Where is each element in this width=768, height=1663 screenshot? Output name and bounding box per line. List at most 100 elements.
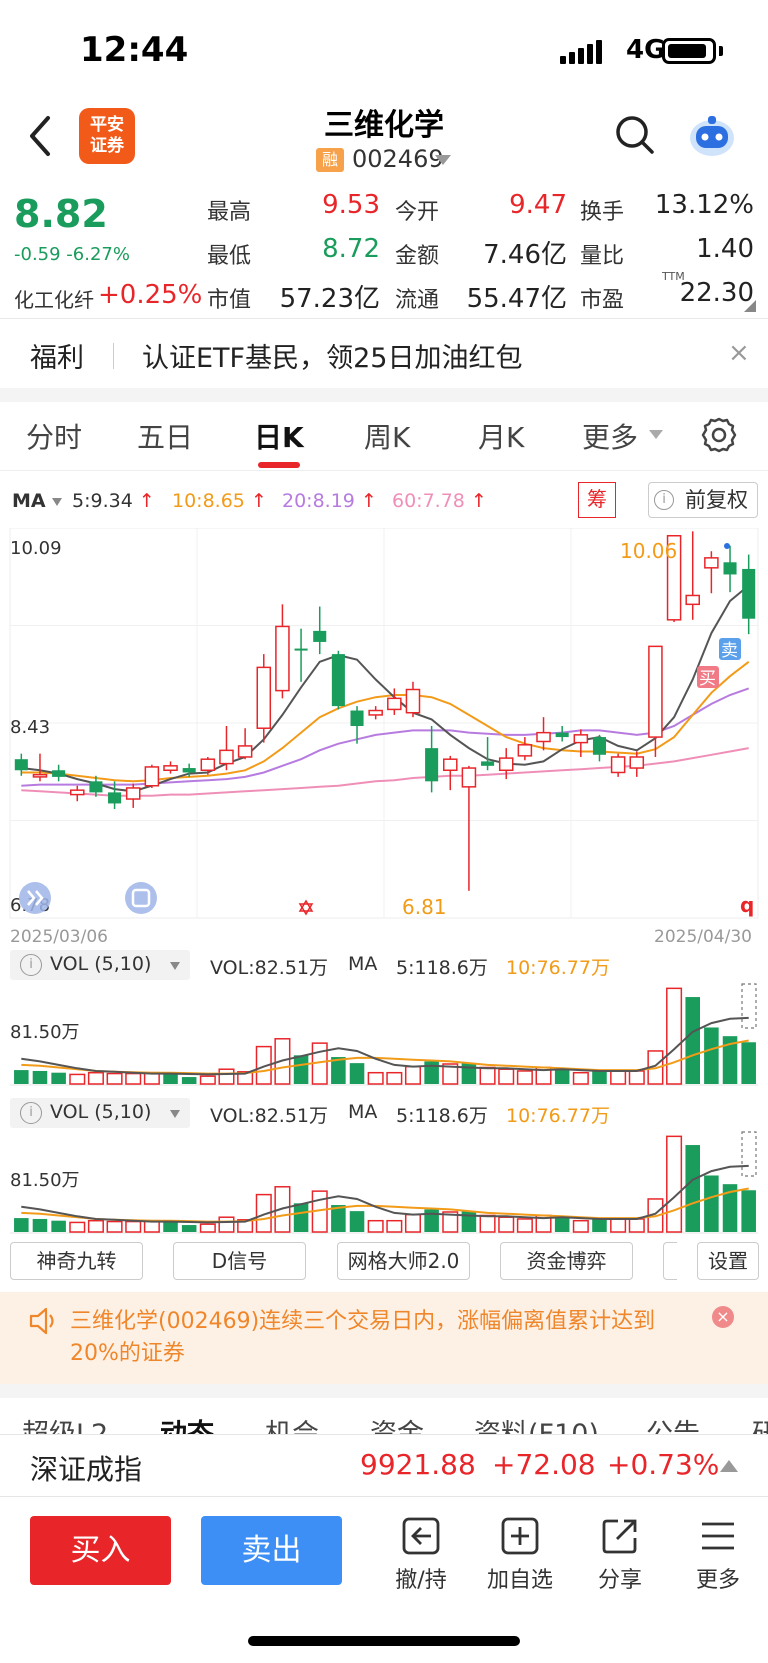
tab-five-day[interactable]: 五日	[137, 421, 194, 454]
kline-chart[interactable]: 10.09 8.43 6.78 10.06 6.81 2025/03/06 20…	[0, 528, 768, 948]
index-name[interactable]: 深证成指	[30, 1453, 143, 1486]
vol-ma5-line	[21, 1164, 749, 1224]
volume-bar	[424, 1209, 439, 1232]
volume-bar	[199, 1075, 216, 1085]
adjust-mode-button[interactable]: 前复权	[648, 482, 758, 518]
cancel-hold-icon[interactable]	[401, 1516, 441, 1556]
back-arrow-icon[interactable]	[20, 108, 64, 164]
sell-button[interactable]: 卖出	[201, 1516, 342, 1585]
search-icon[interactable]	[612, 112, 656, 156]
candle-body	[405, 688, 421, 714]
indicator-magic-nine[interactable]: 神奇九转	[10, 1242, 143, 1280]
chevron-down-icon[interactable]	[649, 430, 663, 439]
quote-label-turnover: 换手	[580, 200, 625, 225]
volume-bar	[610, 1070, 627, 1085]
add-watchlist-label[interactable]: 加自选	[486, 1568, 553, 1593]
svg-text:卖: 卖	[721, 641, 738, 661]
sell-marker[interactable]: 卖	[719, 638, 741, 661]
candle-body	[461, 767, 477, 788]
ma-legend-title[interactable]: MA	[12, 490, 46, 512]
share-label[interactable]: 分享	[597, 1568, 642, 1593]
sector-change[interactable]: +0.25%	[98, 280, 203, 310]
battery-icon	[662, 38, 716, 64]
more-label[interactable]: 更多	[695, 1568, 740, 1593]
volume-bar	[685, 1145, 700, 1232]
gear-icon[interactable]	[700, 416, 738, 454]
indicator-partial[interactable]	[663, 1242, 677, 1280]
tab-intraday[interactable]: 分时	[26, 421, 83, 454]
share-icon[interactable]	[600, 1516, 640, 1556]
volume-bar	[87, 1071, 104, 1085]
ma60-legend: 60:7.78 ↑	[392, 490, 487, 512]
indicator-grid-master[interactable]: 网格大师2.0	[337, 1242, 470, 1280]
candle-body	[517, 744, 533, 757]
promo-text[interactable]: 认证ETF基民，领25日加油红包	[142, 343, 523, 374]
indicator-d-signal[interactable]: D信号	[173, 1242, 306, 1280]
promo-label[interactable]: 福利	[30, 343, 84, 374]
home-indicator	[248, 1636, 520, 1646]
buy-marker[interactable]: 买	[697, 666, 719, 689]
candle-body	[313, 630, 327, 642]
tab-daily-k[interactable]: 日K	[254, 421, 304, 454]
more-menu-icon[interactable]	[698, 1516, 738, 1556]
alert-banner	[0, 1292, 768, 1384]
volume-bar	[163, 1074, 178, 1084]
sector-label[interactable]: 化工化纤	[14, 288, 94, 312]
volume-chart[interactable]: 81.50万	[0, 980, 768, 1086]
quote-value-turnover: 13.12%	[654, 190, 754, 220]
stock-code[interactable]: 002469	[352, 145, 444, 173]
current-price: 8.82	[14, 192, 108, 236]
expand-corner-icon[interactable]	[744, 300, 756, 312]
promo-separator	[113, 343, 114, 369]
volume-bar	[685, 997, 700, 1084]
event-marker-icon[interactable]	[298, 899, 314, 916]
indicator-fund-game[interactable]: 资金博弈	[500, 1242, 633, 1280]
vol-ma5: 5:118.6万	[396, 1105, 488, 1127]
fullscreen-icon[interactable]	[125, 882, 157, 914]
quote-label-market-cap: 市值	[207, 288, 252, 313]
index-price: 9921.88	[360, 1448, 476, 1481]
tab-weekly-k[interactable]: 周K	[364, 421, 411, 454]
vol-projection-box	[741, 983, 757, 1029]
ai-robot-icon[interactable]	[686, 112, 738, 160]
candle-body	[481, 761, 495, 766]
chip-distribution-button[interactable]: 筹	[578, 482, 616, 518]
chevron-down-icon[interactable]	[52, 498, 62, 506]
chevron-up-icon[interactable]	[720, 1460, 738, 1472]
volume-bar	[125, 1072, 142, 1085]
q-marker: q	[740, 893, 754, 917]
volume-bar	[741, 1042, 756, 1084]
tab-monthly-k[interactable]: 月K	[478, 421, 525, 454]
close-icon[interactable]: ×	[712, 1306, 734, 1328]
close-icon[interactable]: ×	[728, 338, 750, 368]
expand-left-icon[interactable]	[19, 882, 51, 914]
vol-legend[interactable]: VOL (5,10)	[50, 1101, 152, 1123]
chevron-down-icon[interactable]	[170, 1110, 180, 1118]
candle-body	[331, 654, 345, 707]
volume-bar	[218, 1216, 235, 1233]
cancel-hold-label[interactable]: 撤/持	[395, 1568, 447, 1593]
start-date: 2025/03/06	[10, 927, 108, 947]
alert-text[interactable]: 三维化学(002469)连续三个交易日内，涨幅偏离值累计达到20%的证券	[70, 1309, 656, 1366]
quote-value-float-cap: 55.47亿	[466, 284, 567, 314]
indicator-settings[interactable]: 设置	[697, 1242, 759, 1280]
volume-bar	[349, 1063, 365, 1084]
buy-button[interactable]: 买入	[30, 1516, 171, 1585]
divider	[0, 470, 768, 471]
volume-chart[interactable]: 81.50万	[0, 1128, 768, 1234]
volume-bar	[106, 1072, 123, 1085]
volume-bar	[293, 1055, 309, 1084]
candle-body	[144, 766, 160, 787]
candle-body	[555, 732, 569, 738]
index-pct: +0.73%	[607, 1448, 720, 1481]
tab-more[interactable]: 更多	[582, 421, 639, 454]
chevron-down-icon[interactable]	[435, 155, 451, 165]
candle-body	[32, 773, 48, 778]
add-watchlist-icon[interactable]	[500, 1516, 540, 1556]
volume-bar	[237, 1219, 254, 1233]
chevron-down-icon[interactable]	[170, 962, 180, 970]
vol-legend[interactable]: VOL (5,10)	[50, 953, 152, 975]
info-icon: i	[20, 1102, 42, 1124]
quote-label-open: 今开	[395, 200, 440, 225]
index-bar[interactable]	[0, 1434, 768, 1494]
